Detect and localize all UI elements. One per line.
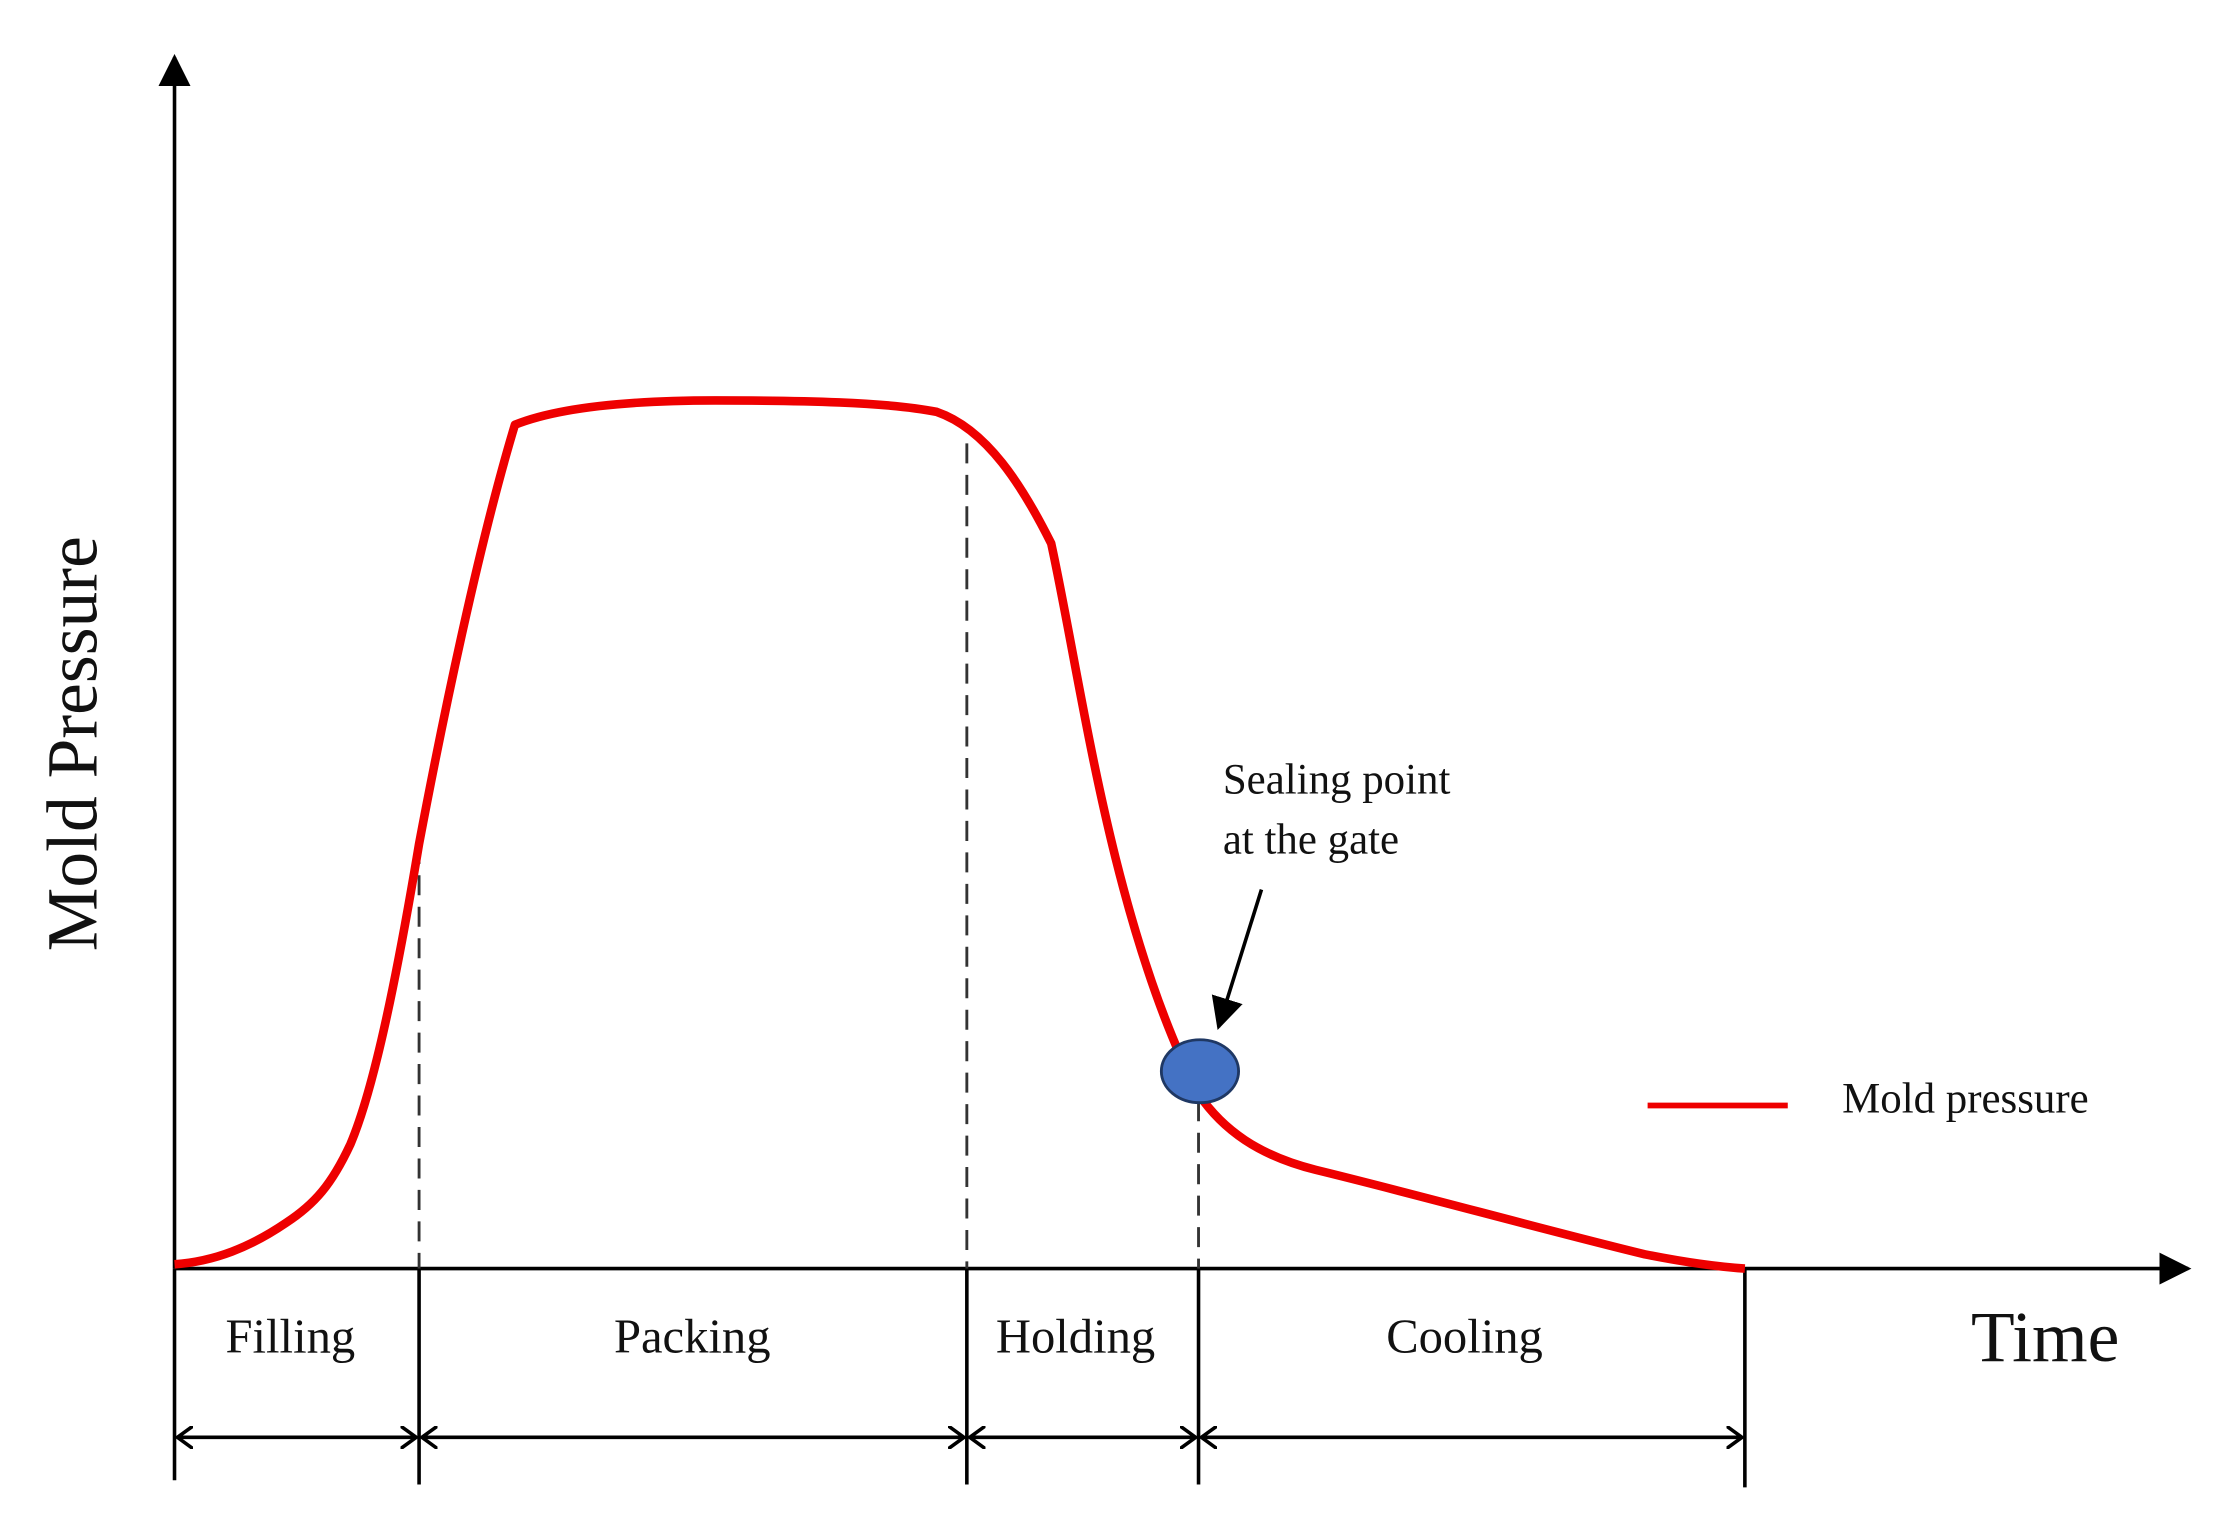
phase-boundaries (172, 1268, 1747, 1488)
phase-label: Holding (996, 1310, 1155, 1364)
phase-label: Cooling (1386, 1310, 1543, 1364)
annotation-arrow (1211, 889, 1264, 1030)
pressure-curve (174, 396, 1746, 1273)
y-axis-label: Mold Pressure (34, 536, 113, 951)
sealing-point (1159, 1038, 1241, 1105)
phase-label: Packing (614, 1310, 771, 1364)
x-axis-label: Time (1971, 1298, 2119, 1377)
annotation: at the gate (1223, 817, 1399, 864)
annotation: Sealing point (1223, 757, 1451, 804)
phase-label: Filling (226, 1310, 356, 1364)
legend-label: Mold pressure (1842, 1076, 2089, 1123)
